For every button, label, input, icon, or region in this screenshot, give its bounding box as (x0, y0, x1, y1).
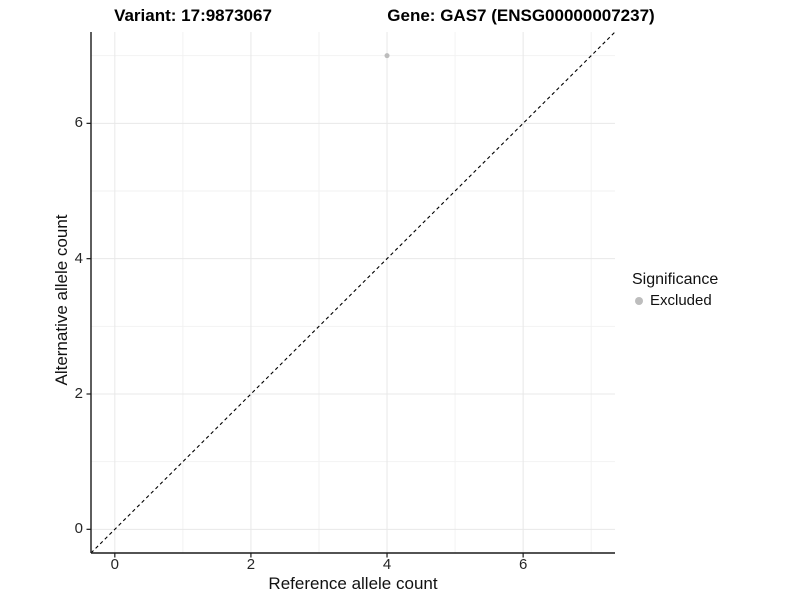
data-point (384, 53, 390, 59)
gene-title: Gene: GAS7 (ENSG00000007237) (387, 6, 655, 25)
x-tick-label: 2 (246, 556, 256, 573)
y-tick-label: 2 (74, 384, 83, 402)
y-tick-label: 6 (74, 114, 83, 132)
legend-title: Significance (632, 271, 719, 288)
legend-entry: Excluded (635, 292, 718, 310)
x-tick-label: 6 (518, 556, 528, 573)
x-tick-label: 0 (110, 556, 119, 573)
legend-point-icon (635, 297, 643, 305)
y-axis-title: Alternative allele count (52, 214, 71, 386)
y-tick-label: 4 (74, 249, 83, 267)
variant-title: Variant: 17:9873067 (114, 6, 272, 25)
legend-entry-label: Excluded (650, 292, 712, 309)
identity-line (90, 31, 616, 554)
x-axis-title: Reference allele count (268, 574, 438, 593)
y-tick-label: 0 (74, 520, 83, 538)
legend: Significance Excluded (632, 270, 718, 310)
legend-entries: Excluded (632, 292, 718, 310)
x-tick-label: 4 (382, 556, 392, 573)
